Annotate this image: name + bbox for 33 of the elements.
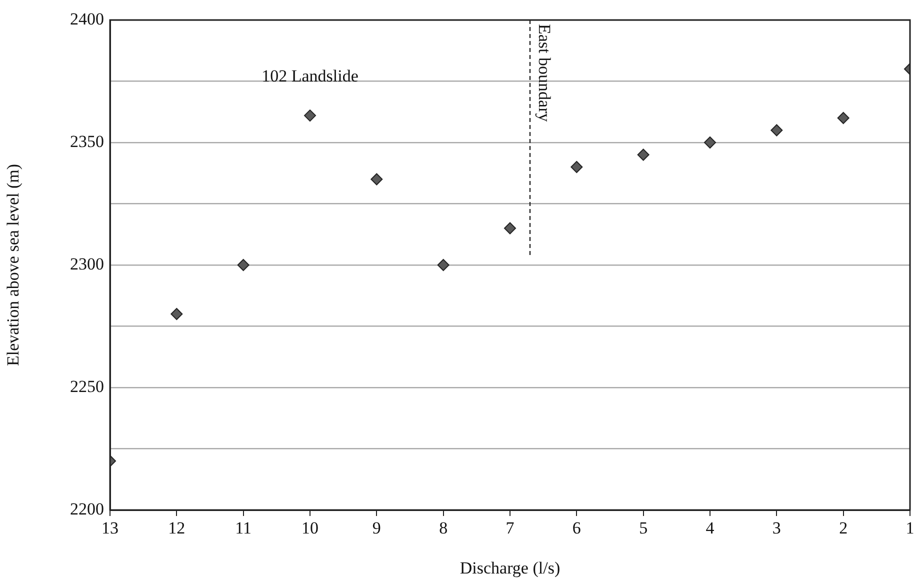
x-tick-label: 13	[102, 518, 118, 538]
point	[770, 124, 783, 136]
x-axis-title: Discharge (l/s)	[460, 558, 560, 578]
point	[570, 161, 583, 173]
ref-line-label: East boundary	[535, 24, 554, 122]
x-tick-label: 5	[639, 518, 648, 538]
y-tick-label: 2250	[70, 376, 104, 396]
annotation: 102 Landslide	[262, 66, 358, 86]
x-tick-label: 11	[235, 518, 252, 538]
x-tick-label: 2	[839, 518, 848, 538]
x-tick-label: 4	[706, 518, 715, 538]
point	[637, 148, 650, 161]
x-tick-label: 3	[772, 518, 781, 538]
y-axis-title: Elevation above sea level (m)	[4, 164, 23, 366]
y-tick-label: 2200	[70, 499, 104, 518]
y-tick-label: 2300	[70, 254, 104, 274]
point	[437, 259, 450, 271]
x-tick-label: 10	[302, 518, 318, 538]
point	[504, 222, 516, 234]
x-tick-label: 9	[372, 518, 381, 538]
point	[237, 259, 250, 271]
x-tick-label: 8	[439, 518, 448, 538]
x-tick-label: 12	[168, 518, 186, 538]
x-tick-label: 6	[572, 518, 581, 538]
y-tick-label: 2350	[70, 132, 104, 151]
point	[837, 112, 850, 124]
point	[304, 110, 316, 122]
y-tick-label: 2400	[70, 9, 104, 28]
x-tick-label: 7	[506, 518, 515, 538]
point	[704, 136, 716, 148]
x-tick-label: 1	[906, 518, 914, 538]
point	[170, 308, 183, 320]
point	[370, 173, 383, 186]
